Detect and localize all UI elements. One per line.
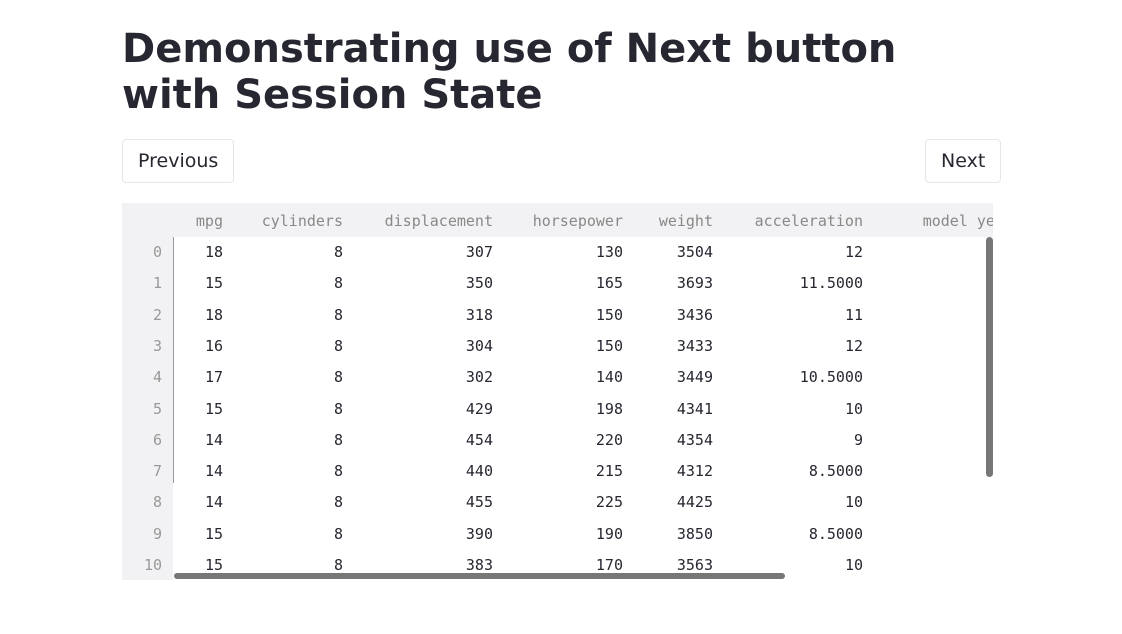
table-cell: 170 <box>595 556 623 574</box>
table-cell: 3693 <box>676 274 713 293</box>
row-index: 0 <box>152 243 162 261</box>
table-cell: 11 <box>844 305 863 324</box>
column-header: horsepower <box>532 212 623 230</box>
row-index: 9 <box>152 524 162 543</box>
table-cell: 18 <box>204 305 223 324</box>
table-cell: 8 <box>333 305 343 324</box>
table-cell: 12 <box>844 243 863 261</box>
table-cell: 350 <box>465 274 493 293</box>
table-cell: 14 <box>204 430 223 449</box>
column-header: displacement <box>384 212 493 230</box>
table-cell: 3436 <box>676 305 713 324</box>
table-cell: 198 <box>595 399 623 418</box>
table-cell: 8 <box>333 243 343 261</box>
table-cell: 304 <box>465 336 493 355</box>
table-cell: 15 <box>204 274 223 293</box>
table-cell: 10 <box>844 556 863 574</box>
table-cell: 14 <box>204 462 223 481</box>
horizontal-scrollbar[interactable] <box>174 573 785 579</box>
table-cell: 8.5000 <box>808 462 863 481</box>
column-header: model year <box>922 212 993 230</box>
table-cell: 15 <box>204 556 223 574</box>
table-cell: 4354 <box>676 430 713 449</box>
table-cell: 225 <box>595 493 623 512</box>
table-cell: 4312 <box>676 462 713 481</box>
table-cell: 190 <box>595 524 623 543</box>
vertical-scrollbar[interactable] <box>986 237 993 477</box>
table-cell: 150 <box>595 336 623 355</box>
row-index: 2 <box>152 305 162 324</box>
table-cell: 8 <box>333 462 343 481</box>
table-cell: 307 <box>465 243 493 261</box>
table-cell: 3504 <box>676 243 713 261</box>
table-cell: 8 <box>333 368 343 387</box>
table-cell: 10.5000 <box>799 368 863 387</box>
table-cell: 3563 <box>676 556 713 574</box>
table-cell: 12 <box>844 336 863 355</box>
table-cell: 429 <box>465 399 493 418</box>
table-cell: 383 <box>465 556 493 574</box>
index-separator <box>173 237 174 483</box>
table-cell: 150 <box>595 305 623 324</box>
table-cell: 3850 <box>676 524 713 543</box>
row-index: 6 <box>152 430 162 449</box>
table-cell: 15 <box>204 399 223 418</box>
table-cell: 8 <box>333 430 343 449</box>
row-index: 4 <box>152 368 162 387</box>
table-cell: 14 <box>204 493 223 512</box>
table-cell: 10 <box>844 493 863 512</box>
data-table: mpg cylinders displacement horsepower weight… <box>122 203 993 580</box>
table-cell: 4425 <box>676 493 713 512</box>
row-index: 10 <box>143 556 162 574</box>
index-background <box>122 203 173 580</box>
table-cell: 8 <box>333 524 343 543</box>
column-header: cylinders <box>261 212 343 230</box>
row-index: 8 <box>152 493 162 512</box>
table-cell: 16 <box>204 336 223 355</box>
table-cell: 11.5000 <box>799 274 863 293</box>
table-cell: 3449 <box>676 368 713 387</box>
table-cell: 4341 <box>676 399 713 418</box>
column-header: acceleration <box>754 212 863 230</box>
row-index: 1 <box>152 274 162 293</box>
table-cell: 440 <box>465 462 493 481</box>
table-cell: 8 <box>333 556 343 574</box>
table-cell: 15 <box>204 524 223 543</box>
table-cell: 18 <box>204 243 223 261</box>
table-cell: 318 <box>465 305 493 324</box>
table-cell: 140 <box>595 368 623 387</box>
table-cell: 9 <box>853 430 863 449</box>
previous-button[interactable]: Previous <box>122 139 235 183</box>
row-index: 3 <box>152 336 162 355</box>
row-index: 7 <box>152 462 162 481</box>
table-cell: 8.5000 <box>808 524 863 543</box>
table-cell: 455 <box>465 493 493 512</box>
table-cell: 215 <box>595 462 623 481</box>
table-cell: 8 <box>333 336 343 355</box>
table-cell: 454 <box>465 430 493 449</box>
table-cell: 10 <box>844 399 863 418</box>
table-cell: 390 <box>465 524 493 543</box>
column-header: mpg <box>195 212 223 230</box>
table-cell: 220 <box>595 430 623 449</box>
table-cell: 130 <box>595 243 623 261</box>
header-background <box>122 203 993 237</box>
table-cell: 302 <box>465 368 493 387</box>
page-title: Demonstrating use of Next button with Se… <box>122 26 897 118</box>
row-index: 5 <box>152 399 162 418</box>
table-cell: 3433 <box>676 336 713 355</box>
column-header: weight <box>658 212 713 230</box>
table-cell: 8 <box>333 399 343 418</box>
table-cell: 17 <box>204 368 223 387</box>
table-cell: 165 <box>595 274 623 293</box>
next-button[interactable]: Next <box>925 139 1002 183</box>
table-cell: 8 <box>333 274 343 293</box>
table-cell: 8 <box>333 493 343 512</box>
